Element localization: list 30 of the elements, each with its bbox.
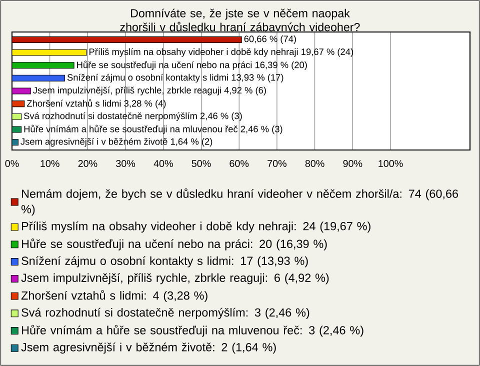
data-label: Příliš myslím na obsahy videoher i době kdy nehraji 19,67 % (24)	[89, 48, 353, 57]
x-tick-label: 70%	[268, 160, 286, 168]
x-tick-label: 10%	[40, 160, 60, 168]
legend-label: Příliš myslím na obsahy videoher i době kdy nehraji: 24 (19,67 %)	[22, 222, 370, 233]
data-label: 60,66 % (74)	[244, 35, 296, 44]
legend-label: Hůře se soustřeďuji na učení nebo na práci: 20 (16,39 %)	[22, 238, 327, 250]
x-tick-label: 20%	[78, 160, 98, 168]
x-tick-label: 40%	[154, 160, 173, 168]
data-label: Jsem impulzivnější, příliš rychle, zbrkle reaguji 4,92 % (6)	[33, 86, 266, 96]
x-tick-label: 90%	[343, 160, 362, 168]
data-label: Hůře se soustřeďuji na učení nebo na práci 16,39 % (20)	[77, 60, 307, 70]
x-tick-label: 30%	[116, 160, 136, 168]
x-tick-label: 80%	[305, 160, 324, 168]
x-tick-label: 100%	[378, 160, 403, 168]
legend-label: Nemám dojem, že bych se v důsledku hraní videoher v něčem zhoršil/a: 74 (60,66 %)	[21, 188, 458, 216]
legend-label: Jsem impulzivnější, příliš rychle, zbrkle reaguji: 6 (4,92 %)	[21, 273, 329, 284]
data-label: Zhoršení vztahů s lidmi 3,28 % (4)	[26, 99, 166, 108]
legend-label: Hůře vnímám a hůře se soustřeďuji na mluvenou řeč: 3 (2,46 %)	[22, 324, 364, 337]
legend-label: Snížení zájmu o osobní kontakty s lidmi: 17 (13,93 %)	[22, 256, 308, 268]
legend-label: Jsem agresivnější i v běžném životě: 2 (1,64 %)	[21, 342, 276, 354]
data-label: Svá rozhodnutí si dostatečně nerpomýšlím 2,46 % (3)	[24, 112, 242, 121]
data-label: Hůře vnímám a hůře se soustřeďuji na mluvenou řeč 2,46 % (3)	[24, 124, 282, 134]
legend-label: Zhoršení vztahů s lidmi: 4 (3,28 %)	[21, 290, 208, 302]
data-label: Jsem agresivnější i v běžném životě 1,64 % (2)	[20, 138, 212, 147]
legend-label: Svá rozhodnutí si dostatečně nerpomýšlím: 3 (2,46 %)	[22, 308, 310, 319]
data-label: Snížení zájmu o osobní kontakty s lidmi 13,93 % (17)	[67, 74, 284, 82]
x-tick-label: 60%	[230, 160, 249, 168]
chart-title: Domníváte se, že jste se v něčem naopak zhoršili v důsledku hraní zábavných videoher?	[120, 8, 360, 34]
x-tick-label: 50%	[192, 160, 211, 168]
x-tick-label: 0%	[5, 160, 19, 168]
